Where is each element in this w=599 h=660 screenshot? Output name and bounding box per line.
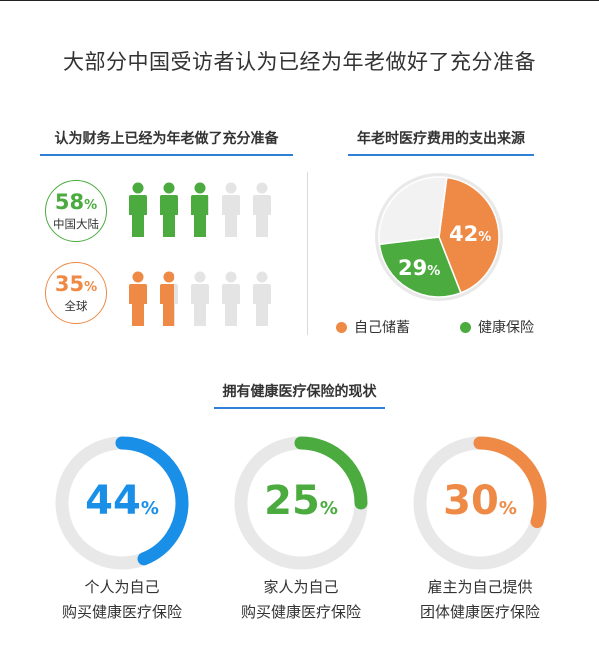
ring-caption-individual: 个人为自己 购买健康医疗保险 [32, 575, 212, 625]
ring-caption-individual-line1: 个人为自己 [84, 578, 160, 596]
person-figure-bg [191, 271, 209, 326]
ring-gauge-individual [55, 436, 189, 570]
stat-value-mainland: 58% [54, 190, 98, 214]
pictogram-fill [129, 182, 208, 237]
ring-caption-employer-line1: 雇主为自己提供 [427, 578, 533, 596]
person-figure-fill [191, 182, 208, 237]
pie-slice-0 [438, 176, 500, 294]
pictogram-fill [129, 271, 174, 326]
pictogram-row-global [129, 271, 271, 326]
person-figure-bg [222, 182, 240, 237]
ring-caption-family-line1: 家人为自己 [263, 578, 339, 596]
person-figure-fill [160, 271, 174, 326]
stat-value-global: 35% [54, 272, 98, 296]
page-title: 大部分中国受访者认为已经为年老做好了充分准备 [63, 50, 536, 74]
ring-progress [55, 436, 189, 570]
section-title-medical-cost: 年老时医疗费用的支出来源 [348, 128, 534, 156]
ring-value-individual: 44% [85, 478, 159, 524]
ring-progress [234, 436, 368, 570]
ring-progress [413, 436, 547, 570]
pie-label-insurance: 29% [398, 256, 441, 280]
legend-item-insurance: 健康保险 [460, 317, 534, 337]
stat-circle-global: 35% 全球 [45, 262, 107, 324]
pictogram-row-mainland [129, 182, 271, 237]
stat-label-mainland: 中国大陆 [53, 217, 99, 231]
person-figure-bg [253, 182, 271, 237]
legend-item-savings: 自己储蓄 [336, 317, 410, 337]
person-figure-bg [253, 271, 271, 326]
ring-caption-family-line2: 购买健康医疗保险 [240, 603, 361, 621]
ring-caption-individual-line2: 购买健康医疗保险 [61, 603, 182, 621]
ring-value-employer: 30% [443, 478, 517, 524]
person-figure-bg [222, 271, 240, 326]
ring-caption-employer: 雇主为自己提供 团体健康医疗保险 [390, 575, 570, 625]
pie-chart [375, 173, 503, 301]
person-figure-fill [129, 182, 147, 237]
vertical-divider [307, 172, 308, 335]
ring-caption-family: 家人为自己 购买健康医疗保险 [211, 575, 391, 625]
ring-gauge-family [234, 436, 368, 570]
pie-slice-2 [378, 176, 448, 246]
stat-label-global: 全球 [64, 299, 88, 313]
section-title-insurance: 拥有健康医疗保险的现状 [214, 381, 385, 409]
section-title-prepared: 认为财务上已经为年老做了充分准备 [40, 128, 293, 156]
legend-dot-insurance [460, 321, 471, 333]
person-figure-fill [129, 271, 147, 326]
top-border [0, 0, 599, 1]
legend-label-insurance: 健康保险 [478, 320, 534, 336]
person-figure-fill [160, 182, 178, 237]
ring-caption-employer-line2: 团体健康医疗保险 [419, 603, 540, 621]
ring-gauge-employer [413, 436, 547, 570]
ring-value-family: 25% [264, 478, 338, 524]
legend-label-savings: 自己储蓄 [354, 320, 410, 336]
legend-dot-savings [336, 321, 347, 333]
pie-slice-1 [378, 236, 462, 298]
pie-label-savings: 42% [449, 222, 492, 246]
stat-circle-mainland: 58% 中国大陆 [45, 180, 107, 242]
